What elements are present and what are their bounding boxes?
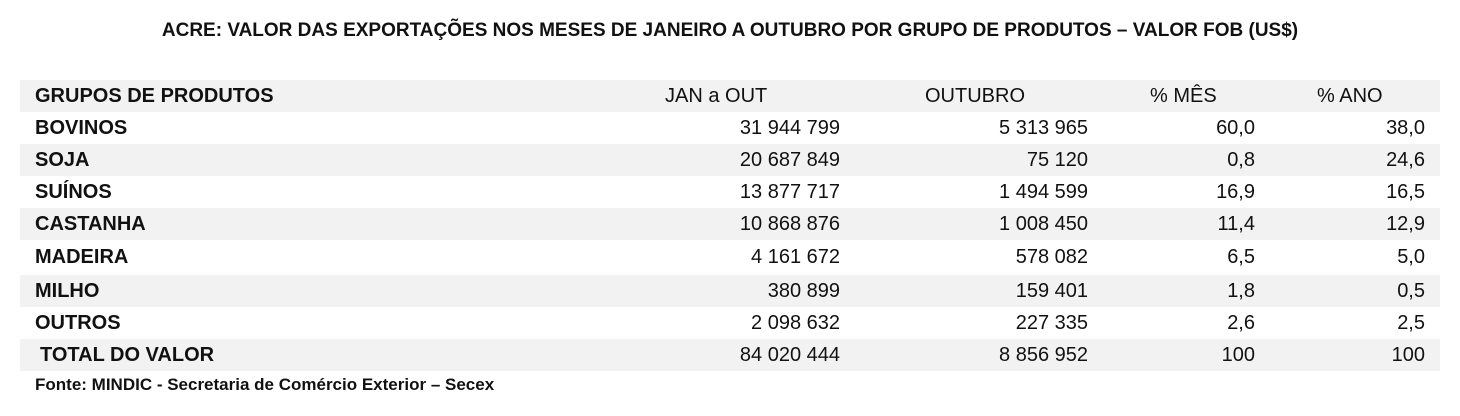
value-cell: 10 868 876 bbox=[739, 213, 840, 235]
value-cell: 2 098 632 bbox=[751, 312, 840, 334]
value-cell: 0,8 bbox=[1227, 149, 1255, 171]
value-cell: 100 bbox=[1221, 344, 1255, 366]
table-row: SUÍNOS 13 877 717 1 494 599 16,9 16,5 bbox=[20, 176, 1440, 208]
table-row: SOJA 20 687 849 75 120 0,8 24,6 bbox=[20, 144, 1440, 176]
label-cell: OUTROS bbox=[35, 312, 121, 334]
value-cell: 227 335 bbox=[1015, 312, 1088, 334]
value-cell: 16,9 bbox=[1216, 181, 1255, 203]
label-cell: SOJA bbox=[35, 149, 90, 171]
table-row: MILHO 380 899 159 401 1,8 0,5 bbox=[20, 275, 1440, 307]
value-cell: 8 856 952 bbox=[999, 344, 1088, 366]
header-row: GRUPOS DE PRODUTOS JAN a OUT OUTUBRO % MÊS%… bbox=[20, 80, 1440, 112]
value-cell: 6,5 bbox=[1227, 246, 1255, 268]
value-cell: 24,6 bbox=[1386, 149, 1425, 171]
value-cell: 2,5 bbox=[1397, 312, 1425, 334]
label-cell: BOVINOS bbox=[35, 117, 128, 139]
label-cell: MILHO bbox=[35, 280, 100, 302]
value-cell: 2,6 bbox=[1227, 312, 1255, 334]
value-cell: 11,4 bbox=[1217, 213, 1255, 235]
value-cell: 4 161 672 bbox=[751, 246, 840, 268]
value-cell: 5 313 965 bbox=[999, 117, 1088, 139]
value-cell: 13 877 717 bbox=[739, 181, 840, 203]
label-cell: TOTAL DO VALOR bbox=[40, 344, 215, 366]
header-cell: JAN a OUT bbox=[665, 85, 768, 107]
label-cell: MADEIRA bbox=[35, 246, 129, 268]
table-row: MADEIRA 4 161 672 578 082 6,5 5,0 bbox=[20, 240, 1440, 275]
label-cell: CASTANHA bbox=[35, 213, 146, 235]
value-cell: 20 687 849 bbox=[739, 149, 840, 171]
value-cell: 12,9 bbox=[1386, 213, 1425, 235]
header-cell: OUTUBRO bbox=[925, 85, 1025, 107]
value-cell: 1,8 bbox=[1227, 280, 1255, 302]
label-cell: SUÍNOS bbox=[35, 181, 112, 203]
value-cell: 1 008 450 bbox=[999, 213, 1088, 235]
header-cell: % MÊS bbox=[1150, 85, 1217, 107]
value-cell: 16,5 bbox=[1386, 181, 1425, 203]
value-cell: 5,0 bbox=[1397, 246, 1425, 268]
table-row: CASTANHA 10 868 876 1 008 450 11,4 12,9 bbox=[20, 208, 1440, 240]
total-row: TOTAL DO VALOR 84 020 444 8 856 952 100 100 bbox=[20, 339, 1440, 371]
value-cell: 578 082 bbox=[1015, 246, 1088, 268]
header-cell: % ANO bbox=[1317, 85, 1383, 107]
value-cell: 84 020 444 bbox=[739, 344, 840, 366]
table-row: OUTROS 2 098 632 227 335 2,6 2,5 bbox=[20, 307, 1440, 339]
value-cell: 31 944 799 bbox=[739, 117, 840, 139]
value-cell: 38,0 bbox=[1386, 117, 1425, 139]
table: GRUPOS DE PRODUTOS JAN a OUT OUTUBRO % MÊS%… bbox=[20, 80, 1440, 371]
value-cell: 1 494 599 bbox=[999, 181, 1088, 203]
title: ACRE: VALOR DAS EXPORTAÇÕES NOS MESES DE… bbox=[161, 20, 1299, 41]
source: Fonte: MINDIC - Secretaria de Comércio E… bbox=[35, 375, 495, 394]
value-cell: 159 401 bbox=[1015, 280, 1088, 302]
value-cell: 60,0 bbox=[1216, 117, 1255, 139]
value-cell: 380 899 bbox=[767, 280, 840, 302]
value-cell: 100 bbox=[1391, 344, 1425, 366]
value-cell: 75 120 bbox=[1026, 149, 1088, 171]
value-cell: 0,5 bbox=[1397, 280, 1425, 302]
header-cell: GRUPOS DE PRODUTOS bbox=[35, 85, 274, 107]
table-row: BOVINOS 31 944 799 5 313 965 60,0 38,0 bbox=[20, 112, 1440, 144]
